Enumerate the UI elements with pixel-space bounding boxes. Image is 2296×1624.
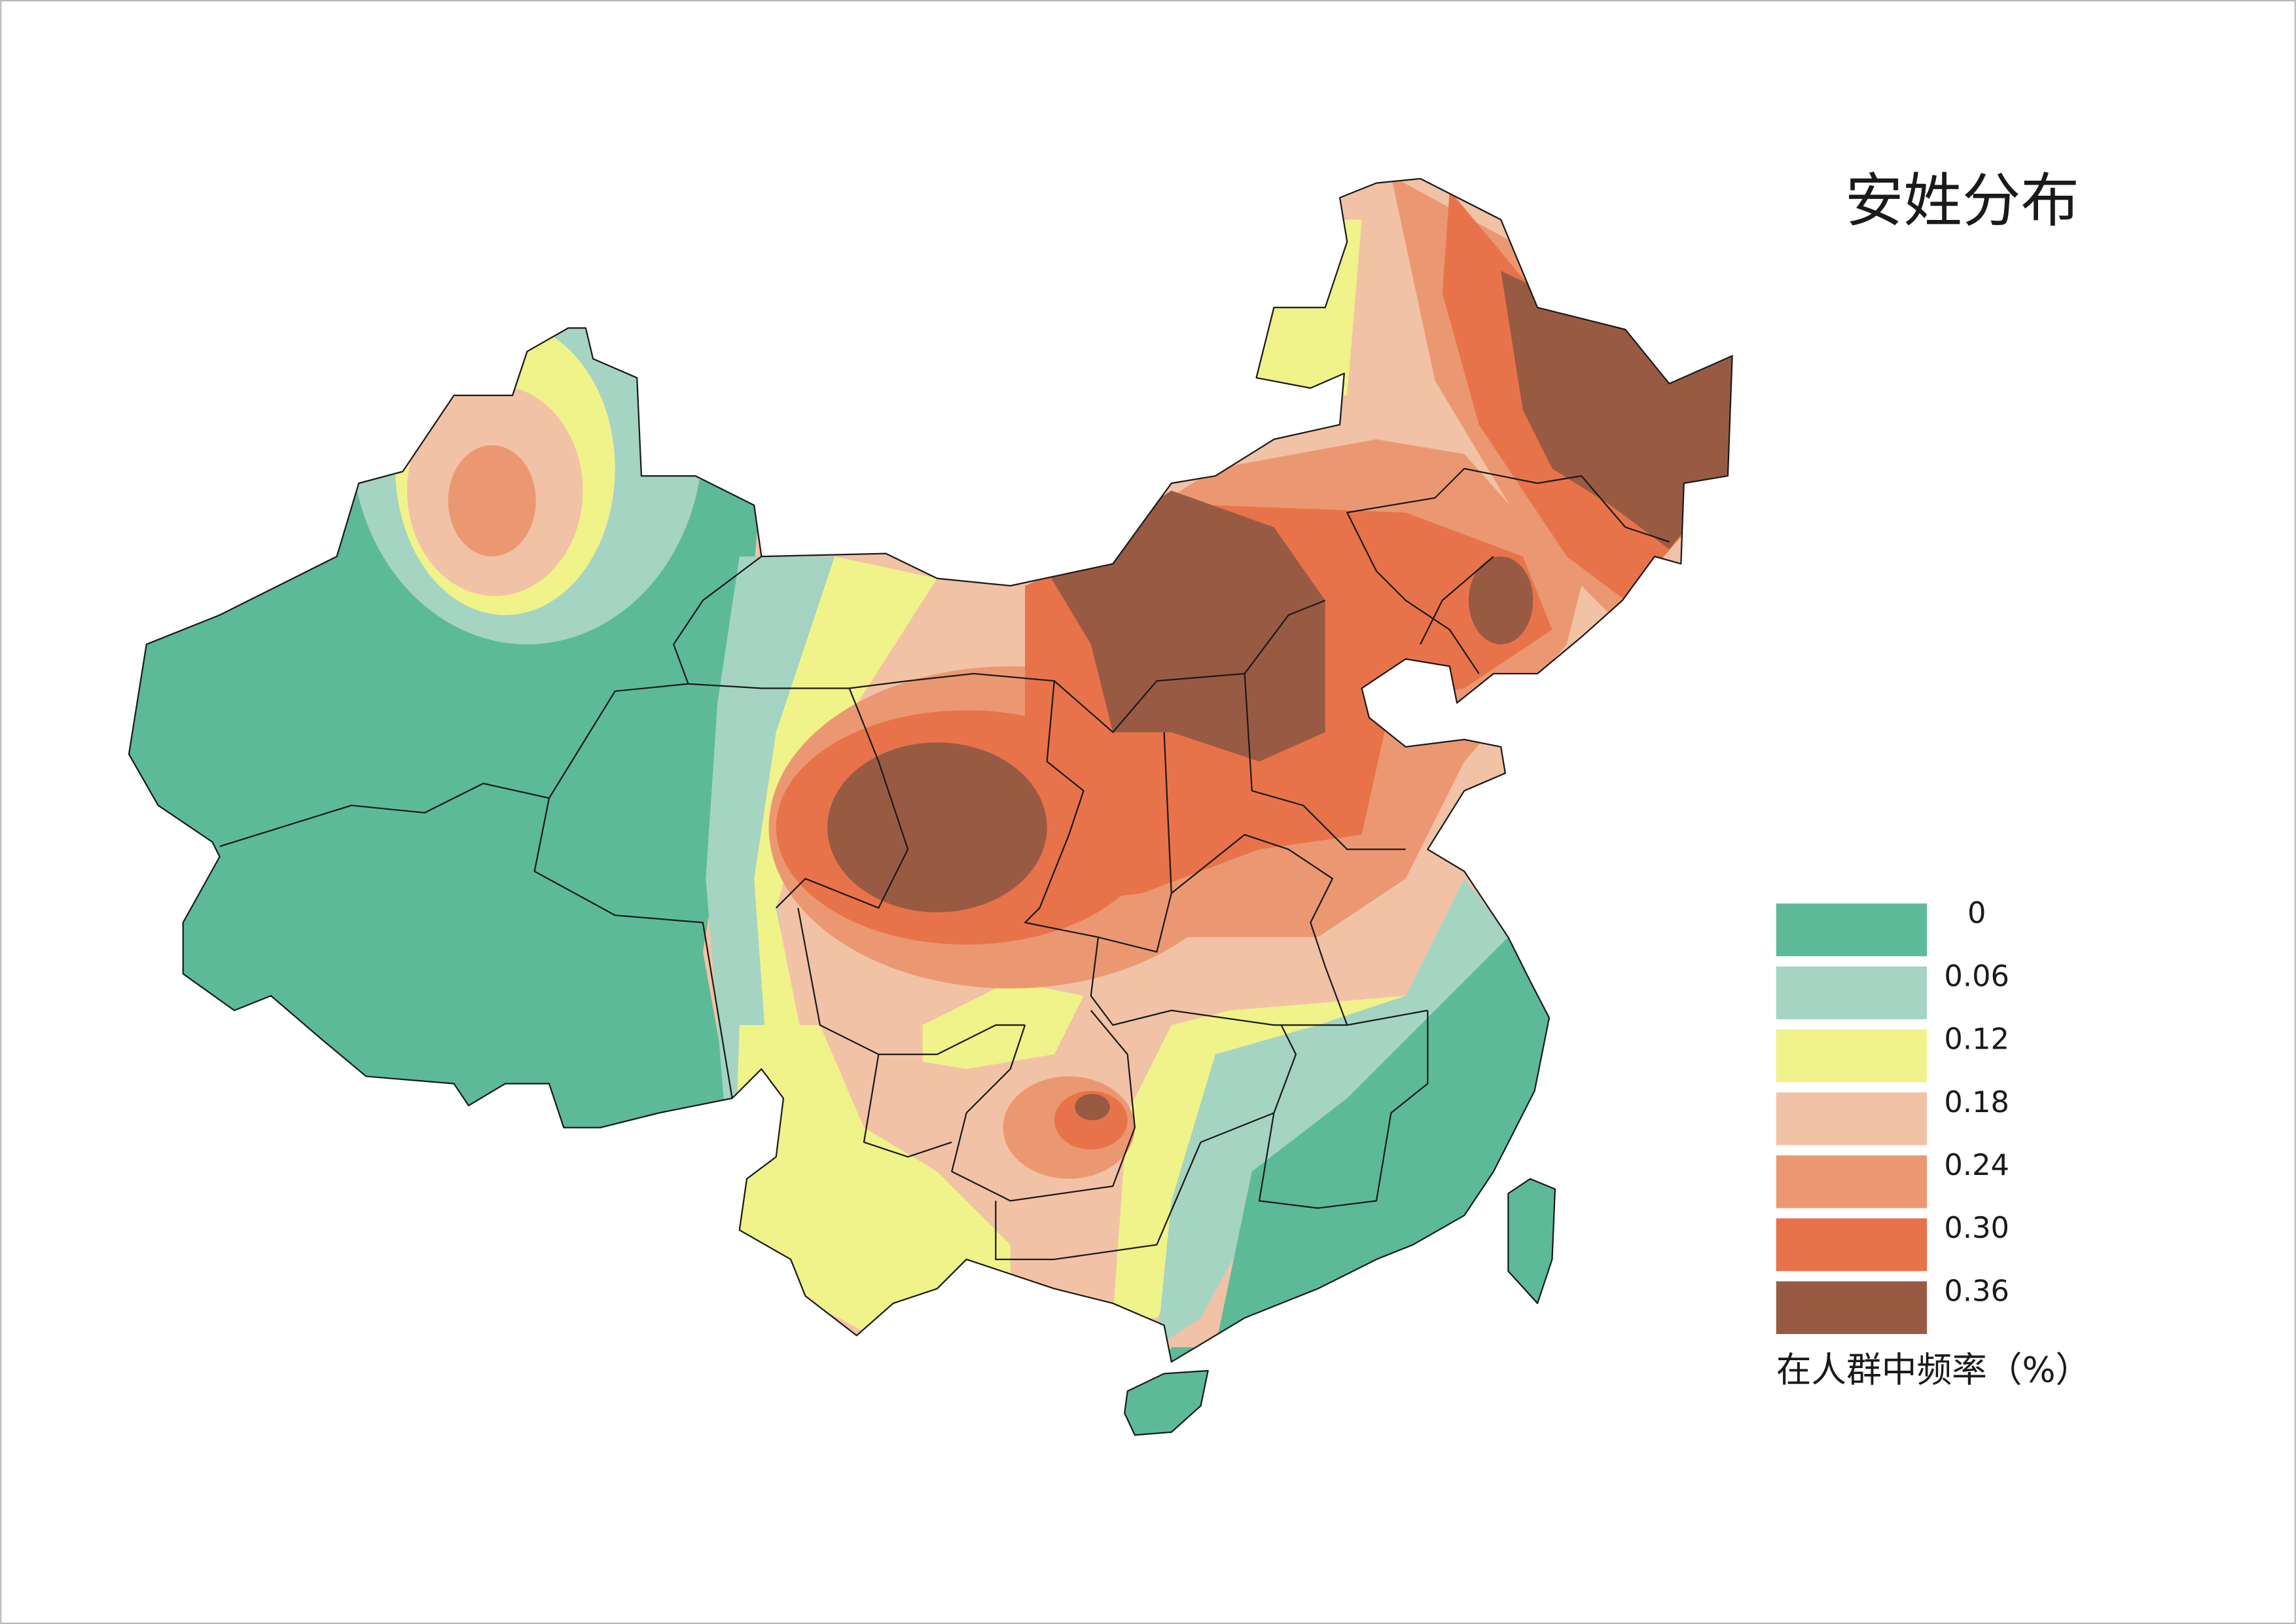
legend-label: 0 — [1967, 895, 1986, 930]
legend-swatch — [1776, 903, 1928, 956]
legend-swatch — [1776, 1281, 1928, 1335]
map-title: 安姓分布 — [1845, 168, 2079, 236]
zone — [1075, 1094, 1110, 1121]
legend-label: 0.18 — [1944, 1085, 2009, 1119]
boundary — [128, 177, 1733, 1436]
zone — [1501, 270, 1732, 549]
province-borders — [219, 467, 1670, 1261]
zone — [1468, 556, 1534, 645]
legend: 0 0.06 0.12 0.18 0.24 0.30 0.36 — [1776, 895, 2009, 1335]
zone — [448, 445, 536, 557]
legend-swatch — [1776, 1155, 1928, 1208]
legend-swatch — [1776, 1218, 1928, 1271]
legend-swatch — [1776, 966, 1928, 1020]
legend-label: 0.12 — [1944, 1022, 2009, 1056]
legend-label: 0.30 — [1944, 1210, 2009, 1245]
legend-label: 0.24 — [1944, 1147, 2009, 1182]
legend-label: 0.36 — [1944, 1273, 2009, 1308]
legend-swatch — [1776, 1029, 1928, 1083]
zone — [754, 556, 937, 1113]
zone — [732, 1025, 1011, 1340]
legend-caption: 在人群中频率（%） — [1776, 1349, 2091, 1390]
legend-swatch — [1776, 1092, 1928, 1146]
zone — [827, 742, 1047, 912]
legend-label: 0.06 — [1944, 958, 2009, 993]
